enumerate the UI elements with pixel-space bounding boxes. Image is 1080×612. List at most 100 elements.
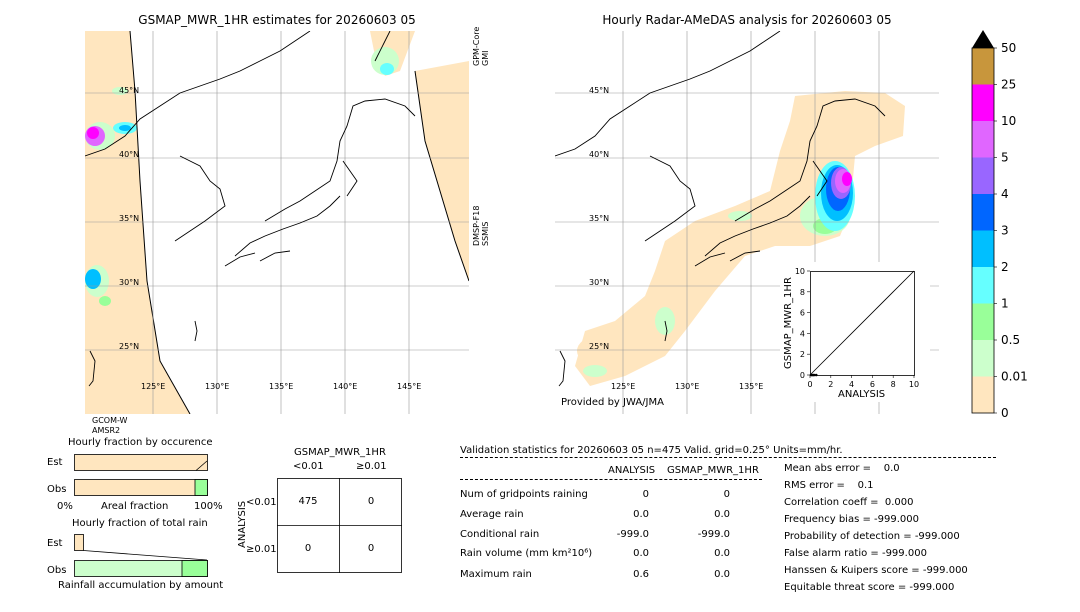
colorbar-segment	[972, 194, 994, 231]
validation-col-gsmap: GSMAP_MWR_1HR	[667, 465, 759, 476]
scatter-xtick-label: 10	[909, 380, 919, 389]
score-line: Correlation coeff = 0.000	[784, 497, 914, 508]
scatter-ytick-label: 10	[795, 267, 805, 276]
left-lat-label: 40°N	[119, 150, 140, 159]
scatter-point	[814, 373, 818, 377]
left-map	[85, 31, 469, 414]
scatter-xtick-label: 6	[870, 380, 875, 389]
frac-occ-x0: 0%	[57, 501, 73, 512]
scatter-xtick-label: 4	[849, 380, 854, 389]
right-lon-label: 130°E	[675, 382, 700, 391]
colorbar-tick-label: 10	[1001, 114, 1016, 128]
contingency-cell: 0	[367, 496, 375, 507]
stat-row-analysis: 0.6	[633, 569, 649, 580]
scatter-ytick-label: 2	[800, 350, 805, 359]
frac-tot-est-bar	[74, 534, 84, 551]
scatter-diagonal	[809, 270, 915, 376]
left-lon-label: 130°E	[205, 382, 230, 391]
colorbar-tick-label: 0.01	[1001, 370, 1028, 384]
frac-occ-obs-rain	[194, 479, 208, 496]
score-line: False alarm ratio = -999.000	[784, 548, 927, 559]
stat-row-label: Num of gridpoints raining	[460, 489, 588, 500]
left-lat-label: 35°N	[119, 214, 140, 223]
contingency-row-header: <0.01	[246, 497, 277, 508]
scatter-xtick-label: 0	[807, 380, 812, 389]
right-lat-label: 30°N	[589, 278, 610, 287]
scatter-xtick-label: 8	[891, 380, 896, 389]
sat-label-bottom: GCOM-W AMSR2	[92, 416, 128, 435]
stat-row-analysis: 0	[642, 489, 649, 500]
validation-header: Validation statistics for 20260603 05 n=…	[460, 445, 843, 456]
sat-label-top: GPM-Core GMI	[472, 26, 490, 66]
colorbar-tick-label: 4	[1001, 187, 1009, 201]
stat-row-label: Average rain	[460, 509, 524, 520]
scatter-xlabel: ANALYSIS	[838, 389, 886, 400]
contingency-col-header: ≥0.01	[356, 461, 387, 472]
stat-row-gsmap: 0.0	[714, 569, 730, 580]
validation-col-rule	[460, 479, 762, 480]
frac-tot-row-est: Est	[47, 538, 63, 549]
colorbar-segment	[972, 267, 994, 304]
right-map-title: Hourly Radar-AMeDAS analysis for 2026060…	[602, 13, 892, 27]
sat-label-right: DMSP-F18 SSMIS	[472, 205, 490, 246]
colorbar-tick-label: 50	[1001, 41, 1016, 55]
frac-tot-xlabel: Rainfall accumulation by amount	[58, 580, 224, 591]
frac-occ-xmid: Areal fraction	[101, 501, 169, 512]
left-lon-label: 125°E	[141, 382, 166, 391]
right-lat-label: 40°N	[589, 150, 610, 159]
right-lat-label: 45°N	[589, 86, 610, 95]
colorbar-tick-label: 1	[1001, 297, 1009, 311]
score-line: Hanssen & Kuipers score = -999.000	[784, 565, 968, 576]
stat-row-analysis: 0.0	[633, 509, 649, 520]
score-line: Frequency bias = -999.000	[784, 514, 919, 525]
frac-tot-obs-heavy	[181, 560, 208, 577]
colorbar-segment	[972, 84, 994, 121]
colorbar: 50 25 10 5 4 3 2 1 0.5 0.01 0	[971, 30, 1028, 420]
colorbar-segment	[972, 340, 994, 377]
contingency-cell: 475	[298, 496, 318, 507]
stat-row-label: Rain volume (mm km²10⁶)	[460, 548, 593, 559]
left-lon-label: 145°E	[397, 382, 422, 391]
colorbar-tick-label: 3	[1001, 224, 1009, 238]
frac-tot-row-obs: Obs	[47, 565, 67, 576]
colorbar-tick-label: 25	[1001, 78, 1016, 92]
colorbar-tick-label: 0	[1001, 406, 1009, 420]
score-line: Probability of detection = -999.000	[784, 531, 960, 542]
scatter-ytick-label: 0	[800, 371, 805, 380]
scatter-frame	[810, 271, 915, 376]
scatter-ytick-label: 8	[800, 288, 805, 297]
validation-col-analysis: ANALYSIS	[608, 465, 656, 476]
left-swath-east	[415, 61, 469, 281]
scatter-point	[812, 373, 816, 377]
scatter-xtick-label: 2	[828, 380, 833, 389]
right-lon-label: 135°E	[739, 382, 764, 391]
frac-occ-title: Hourly fraction by occurence	[68, 437, 213, 448]
score-line: RMS error = 0.1	[784, 480, 874, 491]
contingency-col-header: <0.01	[293, 461, 324, 472]
left-lat-label: 45°N	[119, 86, 140, 95]
contingency-grid	[277, 478, 402, 573]
contingency-cell: 0	[304, 543, 312, 554]
colorbar-segment	[972, 157, 994, 194]
colorbar-segment	[972, 230, 994, 267]
frac-occ-x100: 100%	[194, 501, 223, 512]
colorbar-segment	[972, 48, 994, 85]
colorbar-tick-label: 2	[1001, 260, 1009, 274]
stat-row-label: Maximum rain	[460, 569, 532, 580]
contingency-title: GSMAP_MWR_1HR	[294, 447, 386, 458]
stat-row-gsmap: 0.0	[714, 509, 730, 520]
frac-tot-chart	[74, 534, 208, 577]
stat-row-analysis: -999.0	[616, 529, 649, 540]
stat-row-gsmap: -999.0	[697, 529, 730, 540]
left-lat-label: 25°N	[119, 342, 140, 351]
frac-occ-est-bar	[74, 454, 208, 471]
frac-occ-chart	[74, 454, 208, 496]
colorbar-segment	[972, 376, 994, 413]
contingency-cell: 0	[367, 543, 375, 554]
contingency-row-header: ≥0.01	[246, 544, 277, 555]
frac-occ-row-est: Est	[47, 457, 63, 468]
left-map-title: GSMAP_MWR_1HR estimates for 20260603 05	[138, 13, 416, 27]
frac-tot-title: Hourly fraction of total rain	[72, 518, 208, 529]
right-lon-label: 125°E	[611, 382, 636, 391]
right-lat-label: 35°N	[589, 214, 610, 223]
